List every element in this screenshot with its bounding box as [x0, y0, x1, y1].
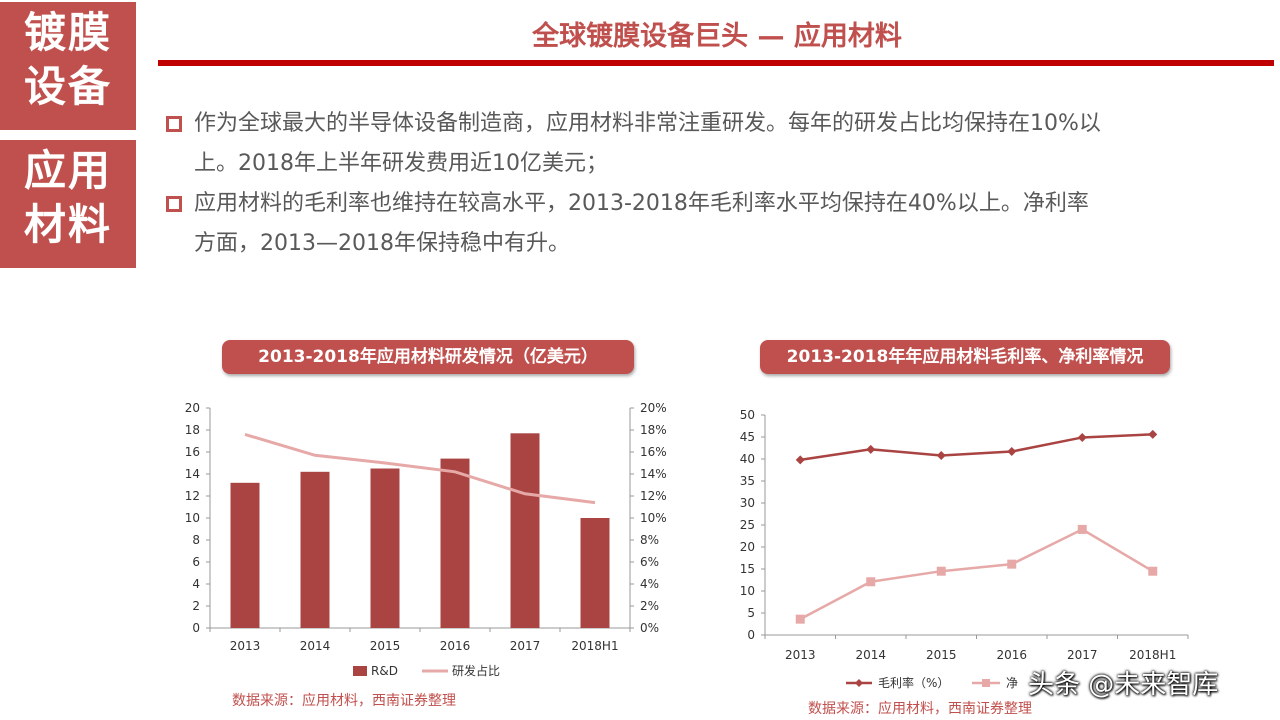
y-tick-label: 30: [740, 496, 755, 510]
bullet-text: 应用材料的毛利率也维持在较高水平，2013-2018年毛利率水平均保持在40%以…: [194, 191, 1089, 216]
page-title: 全球镀膜设备巨头 — 应用材料: [532, 21, 902, 52]
section-label-line: 镀膜: [23, 8, 112, 57]
x-tick-label: 2014: [855, 648, 886, 662]
y-tick-label: 35: [740, 474, 755, 488]
gross-margin-point: [1077, 432, 1087, 442]
bullet-item: 作为全球最大的半导体设备制造商，应用材料非常注重研发。每年的研发占比均保持在10…: [166, 104, 1246, 184]
section-label-applied-materials: 应用 材料: [0, 140, 136, 268]
y2-tick-label: 20%: [640, 401, 667, 415]
data-source-rd: 数据来源：应用材料，西南证券整理: [232, 693, 456, 709]
gross-margin-point: [936, 450, 946, 460]
net-margin-point: [795, 614, 805, 624]
rd-bar: [580, 518, 610, 628]
bullet-list: 作为全球最大的半导体设备制造商，应用材料非常注重研发。每年的研发占比均保持在10…: [166, 104, 1246, 264]
data-source-margin: 数据来源：应用材料，西南证券整理: [808, 701, 1032, 717]
x-tick-label: 2018H1: [1129, 648, 1176, 662]
net-margin-point: [1077, 524, 1087, 534]
rd-bar: [510, 433, 540, 628]
y-tick-label: 16: [185, 445, 200, 459]
y2-tick-label: 18%: [640, 423, 667, 437]
x-tick-label: 2013: [785, 648, 816, 662]
chart-title-margin: 2013-2018年年应用材料毛利率、净利率情况: [760, 340, 1170, 374]
rd-bar: [370, 468, 400, 628]
y-tick-label: 4: [192, 577, 200, 591]
y-tick-label: 15: [740, 562, 755, 576]
y-tick-label: 20: [185, 401, 200, 415]
rd-combo-chart: 0 2 4 6 8 10 12 14 16 18 20 0% 2% 4% 6% 8% 10% 12% 14% 16% 1…: [185, 401, 667, 678]
x-tick-label: 2013: [230, 639, 261, 653]
y-tick-label: 2: [192, 599, 200, 613]
y2-tick-label: 16%: [640, 445, 667, 459]
rd-ratio-line: [244, 432, 596, 505]
y-tick-label: 10: [185, 511, 200, 525]
y2-tick-label: 12%: [640, 489, 667, 503]
net-margin-point: [936, 566, 946, 576]
y-tick-label: 40: [740, 452, 755, 466]
x-tick-label: 2017: [510, 639, 541, 653]
rd-bar: [230, 482, 260, 628]
bullet-box-icon: [166, 116, 182, 132]
bullet-item: 应用材料的毛利率也维持在较高水平，2013-2018年毛利率水平均保持在40%以…: [166, 184, 1246, 264]
legend-marker-net: [982, 679, 990, 687]
y2-tick-label: 0%: [640, 621, 659, 635]
section-label-line: 应用: [23, 146, 112, 195]
gross-margin-point: [1007, 447, 1017, 457]
y2-tick-label: 2%: [640, 599, 659, 613]
section-label-line: 材料: [23, 200, 112, 249]
y-tick-label: 10: [740, 584, 755, 598]
bullet-text: 方面，2013—2018年保持稳中有升。: [194, 231, 570, 256]
net-margin-point: [1007, 559, 1017, 569]
y-tick-label: 50: [740, 408, 755, 422]
y-tick-label: 18: [185, 423, 200, 437]
legend-label-gross: 毛利率（%）: [878, 675, 949, 690]
y-tick-label: 20: [740, 540, 755, 554]
title-divider: [158, 60, 1274, 66]
y-tick-label: 14: [185, 467, 200, 481]
y2-tick-label: 10%: [640, 511, 667, 525]
x-tick-label: 2015: [926, 648, 957, 662]
y-tick-label: 5: [747, 606, 755, 620]
gross-margin-point: [1148, 429, 1158, 439]
y-tick-label: 12: [185, 489, 200, 503]
legend-label-rd: R&D: [371, 664, 398, 678]
bullet-text: 上。2018年上半年研发费用近10亿美元；: [194, 151, 608, 176]
net-margin-point: [866, 577, 876, 587]
gross-margin-point: [795, 455, 805, 465]
x-tick-label: 2014: [300, 639, 331, 653]
y2-tick-label: 14%: [640, 467, 667, 481]
y2-tick-label: 8%: [640, 533, 659, 547]
y2-tick-label: 6%: [640, 555, 659, 569]
x-tick-label: 2016: [996, 648, 1027, 662]
section-label-line: 设备: [23, 62, 112, 111]
gross-margin-line: [800, 433, 1153, 462]
x-tick-label: 2016: [440, 639, 471, 653]
x-tick-label: 2018H1: [571, 639, 618, 653]
rd-bar: [300, 471, 330, 628]
bullet-text: 作为全球最大的半导体设备制造商，应用材料非常注重研发。每年的研发占比均保持在10…: [194, 111, 1101, 136]
section-label-coating-equipment: 镀膜 设备: [0, 2, 136, 130]
y2-tick-label: 4%: [640, 577, 659, 591]
legend-label-net: 净: [1006, 676, 1018, 690]
x-tick-label: 2015: [370, 639, 401, 653]
net-margin-point: [1148, 566, 1158, 576]
margin-line-chart: 0 5 10 15 20 25 30 35 40 45 50 2013 2014 2015 2016 2017…: [740, 408, 1189, 690]
gross-margin-point: [866, 444, 876, 454]
watermark: 头条 @未来智库: [1028, 670, 1219, 700]
legend-label-ratio: 研发占比: [452, 663, 500, 678]
y-tick-label: 0: [192, 621, 200, 635]
bullet-box-icon: [166, 196, 182, 212]
y-tick-label: 6: [192, 555, 200, 569]
y-tick-label: 25: [740, 518, 755, 532]
x-tick-label: 2017: [1067, 648, 1098, 662]
legend-swatch-rd: [353, 666, 367, 676]
chart-title-rd: 2013-2018年应用材料研发情况（亿美元）: [222, 340, 634, 374]
rd-bar: [440, 458, 470, 628]
legend-marker-gross: [855, 679, 863, 687]
net-margin-line: [799, 527, 1154, 621]
y-tick-label: 45: [740, 430, 755, 444]
y-tick-label: 8: [192, 533, 200, 547]
y-tick-label: 0: [747, 628, 755, 642]
